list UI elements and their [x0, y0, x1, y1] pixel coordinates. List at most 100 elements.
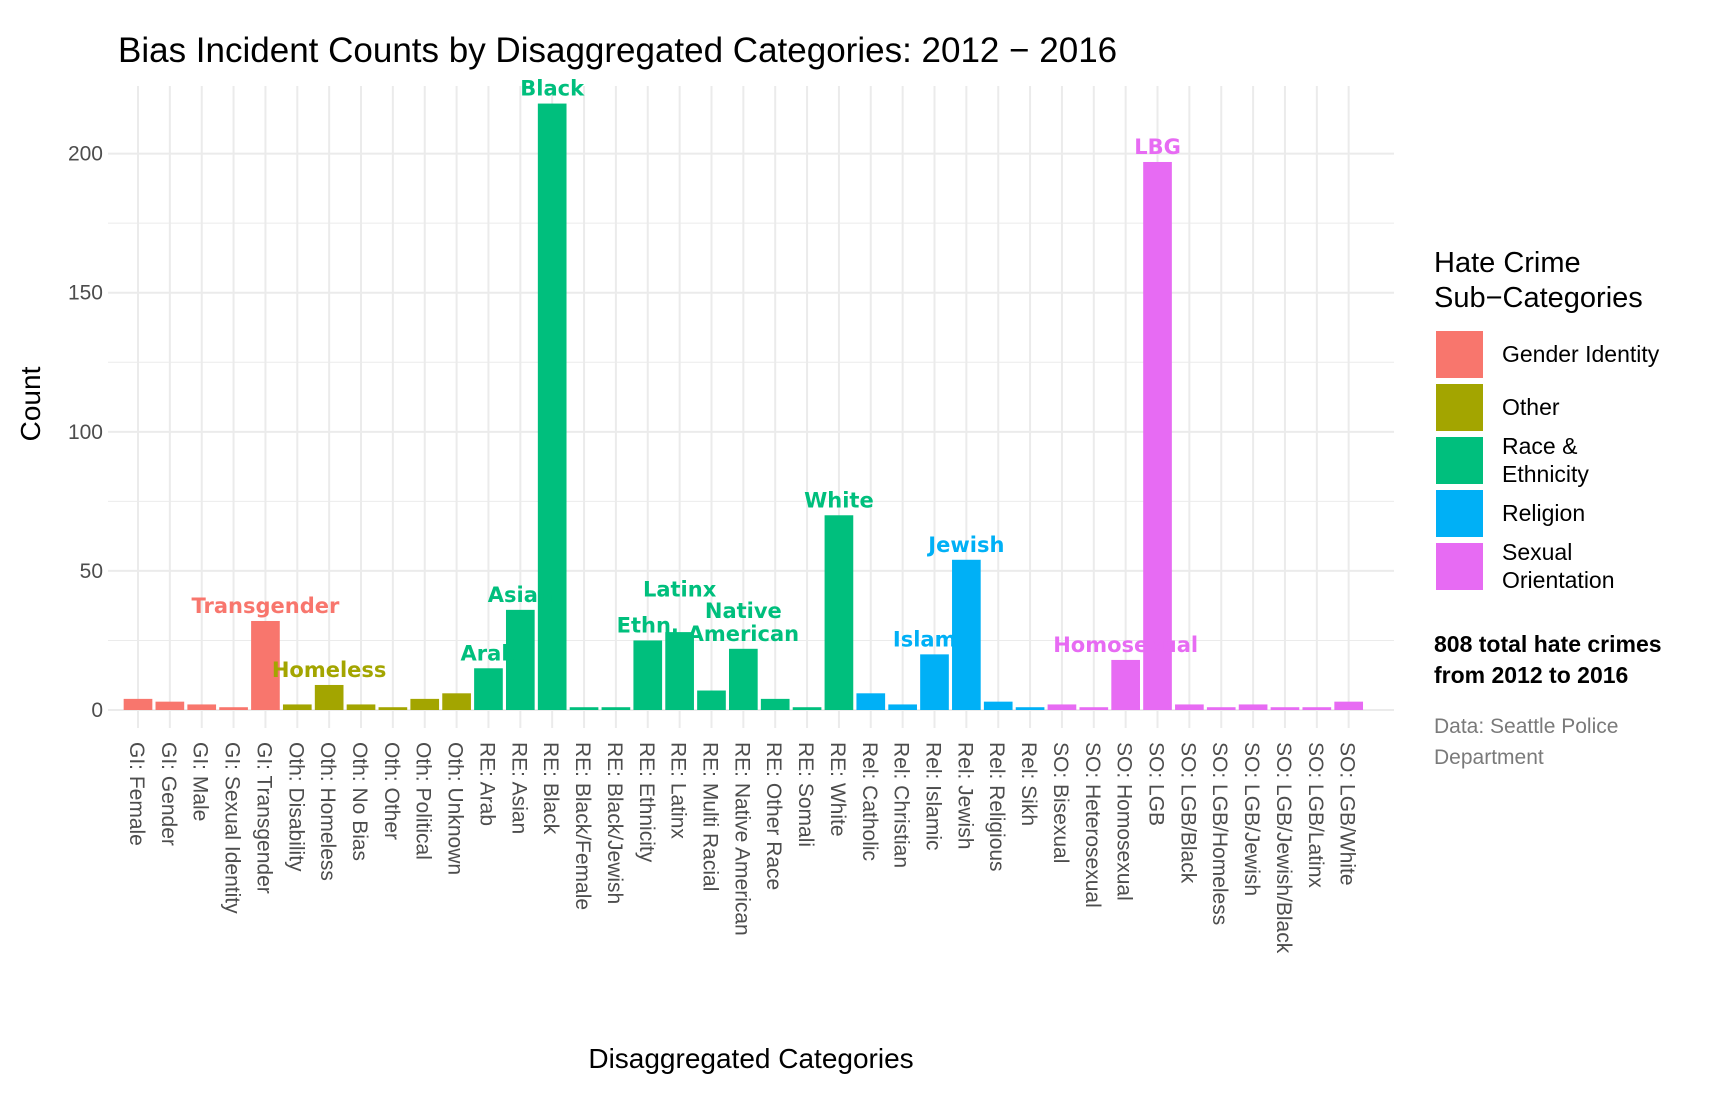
x-tick-label: SO: LGB/Black — [1176, 742, 1199, 884]
legend-swatch — [1436, 490, 1483, 537]
x-tick-label: GI: Male — [189, 742, 212, 821]
bar — [1111, 659, 1140, 710]
bar — [601, 707, 631, 710]
x-tick-label: Rel: Religious — [985, 742, 1008, 872]
x-tick-label: Oth: Unknown — [444, 742, 467, 875]
bar-data-label: Jewish — [926, 533, 1004, 557]
legend-swatch — [1436, 331, 1483, 378]
bar — [1015, 707, 1045, 710]
bar — [952, 559, 981, 710]
bar — [983, 701, 1013, 710]
bar — [1238, 704, 1268, 710]
x-tick-label: Oth: Homeless — [316, 742, 339, 881]
x-axis-title: Disaggregated Categories — [588, 1043, 913, 1074]
x-tick-label: GI: Transgender — [252, 742, 275, 894]
x-tick-label: Rel: Islamic — [922, 742, 945, 851]
bar — [1047, 704, 1077, 710]
y-axis-ticks: 0 50 100 150 200 — [68, 143, 103, 722]
bar — [219, 707, 248, 710]
y-axis-title: Count — [15, 366, 46, 441]
bar — [1334, 701, 1364, 710]
caption-line: Department — [1434, 746, 1544, 769]
total-note-line: 808 total hate crimes — [1434, 631, 1662, 657]
bar-data-label: White — [804, 488, 874, 512]
bar-data-label: Latinx — [643, 577, 717, 601]
bar — [410, 698, 440, 710]
x-tick-label: RE: Black — [539, 742, 562, 835]
legend-label: Ethnicity — [1502, 461, 1589, 487]
bar — [442, 693, 471, 710]
x-tick-label: Oth: Disability — [284, 742, 307, 872]
x-tick-label: Rel: Jewish — [953, 742, 976, 849]
x-tick-label: RE: White — [826, 742, 849, 837]
legend-label: Sexual — [1502, 539, 1572, 565]
y-tick-label: 150 — [68, 282, 103, 305]
bar-data-label: Native — [705, 599, 782, 623]
x-tick-label: RE: Arab — [475, 742, 498, 826]
x-tick-label: RE: Native American — [730, 742, 753, 936]
legend-title: Sub−Categories — [1434, 282, 1643, 314]
legend-swatch — [1436, 384, 1483, 431]
data-caption: Data: Seattle Police Department — [1434, 715, 1618, 769]
bars — [123, 103, 1364, 710]
bar — [569, 707, 599, 710]
bar — [1143, 161, 1172, 710]
bar — [155, 701, 185, 710]
bar-data-label: Ethn. — [617, 613, 679, 637]
bar — [474, 668, 503, 710]
x-axis-ticks: GI: Female GI: Gender GI: Male GI: Sexual I… — [125, 742, 1359, 954]
legend-swatch — [1436, 543, 1483, 590]
bar — [1206, 707, 1236, 710]
bar-data-label: LBG — [1134, 135, 1181, 159]
x-tick-label: Rel: Christian — [890, 742, 913, 868]
bar — [1079, 707, 1109, 710]
x-tick-label: SO: LGB/Jewish/Black — [1272, 742, 1295, 954]
legend-label: Race & — [1502, 433, 1577, 459]
x-tick-label: SO: LGB — [1145, 742, 1168, 826]
bar-data-label: American — [688, 622, 800, 646]
bar — [760, 698, 790, 710]
bar — [665, 632, 694, 710]
bar — [633, 640, 663, 710]
legend-title: Hate Crime — [1434, 247, 1581, 279]
y-tick-label: 100 — [68, 421, 103, 444]
total-note: 808 total hate crimes from 2012 to 2016 — [1434, 631, 1662, 688]
legend-label: Other — [1502, 394, 1560, 420]
x-tick-label: Rel: Sikh — [1017, 742, 1040, 826]
x-tick-label: RE: Other Race — [762, 742, 785, 890]
bar-labels: Transgender Homeless Arab Asian Black Ethn. La… — [192, 77, 1199, 682]
x-tick-label: Oth: Political — [412, 742, 435, 860]
bar — [920, 654, 949, 710]
legend-label: Orientation — [1502, 567, 1615, 593]
bar — [1175, 704, 1204, 710]
total-note-line: from 2012 to 2016 — [1434, 662, 1628, 688]
bar-data-label: Transgender — [192, 594, 340, 618]
x-tick-label: GI: Female — [125, 742, 148, 846]
bar — [1302, 707, 1332, 710]
bar — [792, 707, 822, 710]
bar-data-label: Homeless — [272, 658, 387, 682]
bar — [888, 704, 917, 710]
legend-label: Religion — [1502, 500, 1585, 526]
bar-data-label: Arab — [461, 641, 517, 665]
legend-swatch — [1436, 437, 1483, 484]
bar — [187, 704, 217, 710]
bar — [856, 693, 886, 710]
bar-data-label: Homosexual — [1053, 633, 1198, 657]
bar — [537, 103, 567, 710]
x-tick-label: RE: Multi Racial — [698, 742, 721, 891]
x-tick-label: RE: Black/Female — [571, 742, 594, 910]
bar-data-label: Asian — [488, 583, 553, 607]
bar — [378, 707, 408, 710]
x-tick-label: RE: Somali — [794, 742, 817, 847]
x-tick-label: SO: LGB/Jewish — [1240, 742, 1263, 896]
bar-data-label: Black — [520, 77, 585, 101]
chart-title: Bias Incident Counts by Disaggregated Ca… — [118, 31, 1117, 70]
x-tick-label: RE: Latinx — [667, 742, 690, 839]
legend-label: Gender Identity — [1502, 341, 1660, 367]
x-tick-label: SO: LGB/White — [1336, 742, 1359, 886]
x-tick-label: SO: Bisexual — [1049, 742, 1072, 863]
caption-line: Data: Seattle Police — [1434, 715, 1618, 738]
bar — [824, 515, 854, 710]
